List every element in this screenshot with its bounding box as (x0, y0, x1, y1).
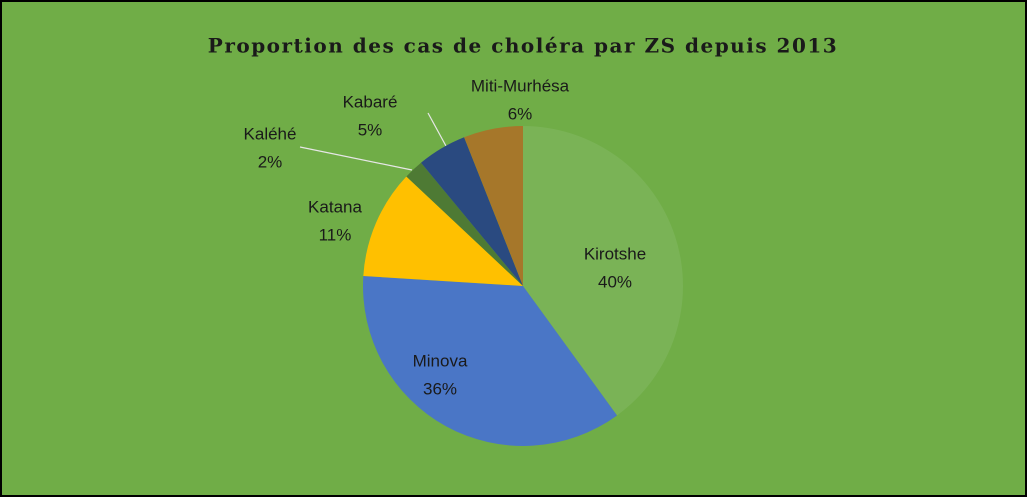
pie-slice (363, 275, 618, 447)
pie-slice (523, 126, 683, 416)
slice-category-label: Kaléhé (244, 124, 297, 143)
pie-slice (464, 126, 523, 286)
slice-category-label: Kirotshe (584, 244, 646, 263)
slice-value-label: 40% (598, 272, 632, 291)
slice-category-label: Kabaré (343, 92, 398, 111)
slice-value-label: 36% (423, 379, 457, 398)
pie-slice (406, 162, 523, 286)
slice-category-label: Katana (308, 197, 362, 216)
slice-category-label: Miti-Murhésa (471, 76, 570, 95)
chart-title: Proportion des cas de choléra par ZS dep… (208, 34, 838, 58)
pie-slice (363, 176, 523, 286)
leader-line (427, 112, 447, 147)
pie-slice (421, 137, 523, 286)
slice-value-label: 6% (508, 104, 533, 123)
slice-category-label: Minova (413, 351, 468, 370)
slice-value-label: 11% (319, 225, 352, 244)
slice-value-label: 2% (258, 152, 283, 171)
leader-line (299, 146, 413, 171)
slice-value-label: 5% (358, 120, 383, 139)
